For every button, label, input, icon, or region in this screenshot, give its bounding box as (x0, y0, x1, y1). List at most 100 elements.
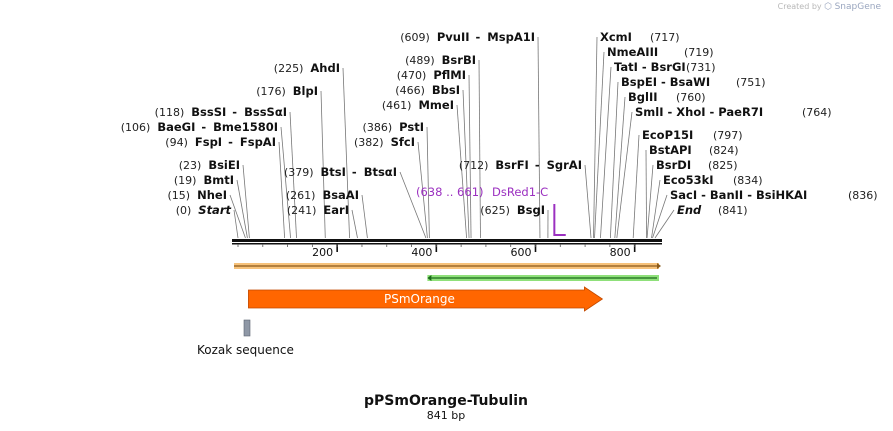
site-pvu[interactable]: (609) PvuII - MspA1I (400, 30, 535, 44)
enzyme-name[interactable]: BsrBI (442, 53, 476, 67)
site-bstap[interactable]: BstAPI (824) (649, 143, 739, 157)
site-tat[interactable]: TatI - BsrGI (731) (614, 60, 716, 74)
site-ahd[interactable]: (225) AhdI (274, 61, 340, 75)
site-position: (764) (802, 106, 832, 119)
site-ear[interactable]: (241) EarI (287, 203, 349, 217)
enzyme-name[interactable]: BsgI (517, 203, 545, 217)
enzyme-name[interactable]: BglII (628, 90, 658, 104)
site-bsrf[interactable]: (712) BsrFI - SgrAI (459, 158, 582, 172)
enzyme-name[interactable]: BspEI - BsaWI (621, 75, 710, 89)
enzyme-name[interactable]: FspAI (240, 135, 276, 149)
enzyme-separator: - (232, 105, 237, 119)
site-position: (489) (405, 54, 435, 67)
enzyme-name[interactable]: BaeGI (157, 120, 195, 134)
enzyme-name[interactable]: End (677, 203, 702, 217)
green-feature-track[interactable] (427, 275, 659, 281)
site-connector (351, 209, 358, 239)
site-bae[interactable]: (106) BaeGI - Bme1580I (121, 120, 278, 134)
site-nhe[interactable]: (15) NheI (168, 188, 227, 202)
site-labels: (0) Start (15) NheI(19) BmtI(23) BsiEI (94) Fsp… (121, 30, 878, 217)
site-sac[interactable]: SacI - BanII - BsiHKAI (836) (670, 188, 878, 202)
site-xcm[interactable]: XcmI (717) (600, 30, 680, 44)
site-bmt[interactable]: (19) BmtI (174, 173, 234, 187)
site-start[interactable]: (0) Start (176, 203, 232, 217)
enzyme-name[interactable]: BmtI (203, 173, 234, 187)
enzyme-name[interactable]: TatI - BsrGI (614, 60, 686, 74)
enzyme-name[interactable]: BtsI (321, 165, 346, 179)
site-bsrd[interactable]: BsrDI (825) (656, 158, 738, 172)
enzyme-name[interactable]: SfcI (391, 135, 415, 149)
primer-marker[interactable] (553, 204, 566, 236)
psmorange-feature-arrow[interactable] (248, 286, 604, 312)
site-blp[interactable]: (176) BlpI (256, 84, 318, 98)
site-pflm[interactable]: (470) PflMI (397, 68, 466, 82)
enzyme-name[interactable]: BsrDI (656, 158, 691, 172)
site-position: (609) (400, 31, 430, 44)
site-position: (23) (179, 159, 202, 172)
site-bgl[interactable]: BglII (760) (628, 90, 706, 104)
site-label: (176) BlpI (256, 84, 318, 98)
enzyme-name[interactable]: XcmI (600, 30, 632, 44)
site-bts[interactable]: (379) BtsI - BtsαI (284, 165, 397, 179)
enzyme-name[interactable]: NmeAIII (607, 45, 658, 59)
site-ecop[interactable]: EcoP15I (797) (642, 128, 743, 142)
site-sml[interactable]: SmlI - XhoI - PaeR7I (764) (635, 105, 832, 119)
enzyme-name[interactable]: EcoP15I (642, 128, 693, 142)
enzyme-name[interactable]: PflMI (433, 68, 466, 82)
site-position: (797) (713, 129, 743, 142)
enzyme-name[interactable]: PvuII (437, 30, 470, 44)
site-eco53[interactable]: Eco53kI (834) (663, 173, 763, 187)
enzyme-name[interactable]: SmlI - XhoI - PaeR7I (635, 105, 763, 119)
enzyme-name[interactable]: BtsαI (364, 165, 397, 179)
kozak-feature-box[interactable] (243, 319, 251, 337)
site-position: (751) (736, 76, 766, 89)
enzyme-name[interactable]: BssSI (191, 105, 226, 119)
enzyme-name[interactable]: AhdI (310, 61, 340, 75)
enzyme-name[interactable]: BstAPI (649, 143, 692, 157)
site-nme[interactable]: NmeAIII (719) (607, 45, 714, 59)
site-connector (616, 111, 633, 239)
site-bsaa[interactable]: (261) BsaAI (286, 188, 359, 202)
site-label: (470) PflMI (397, 68, 466, 82)
enzyme-name[interactable]: NheI (197, 188, 227, 202)
enzyme-name[interactable]: Bme1580I (213, 120, 278, 134)
site-connector (646, 164, 654, 239)
enzyme-name[interactable]: BsaAI (322, 188, 359, 202)
enzyme-name[interactable]: SgrAI (547, 158, 582, 172)
enzyme-name[interactable]: Start (198, 203, 231, 217)
snapgene-credit: Created by ⬡ SnapGene (778, 2, 881, 12)
map-title: pPSmOrange-Tubulin (364, 393, 528, 409)
site-sfc[interactable]: (382) SfcI (354, 135, 415, 149)
site-fsp[interactable]: (94) FspI - FspAI (165, 135, 276, 149)
site-bsrb[interactable]: (489) BsrBI (405, 53, 476, 67)
enzyme-name[interactable]: BsiEI (208, 158, 240, 172)
arrow-left-icon (427, 275, 432, 281)
site-bsg[interactable]: (625) BsgI (480, 203, 545, 217)
enzyme-name[interactable]: MspA1I (487, 30, 535, 44)
enzyme-name[interactable]: Eco53kI (663, 173, 714, 187)
site-connector (645, 149, 647, 239)
enzyme-name[interactable]: BbsI (432, 83, 460, 97)
site-bsie[interactable]: (23) BsiEI (179, 158, 240, 172)
ruler-tick-label: 400 (411, 246, 432, 259)
enzyme-separator: - (476, 30, 481, 44)
site-bss[interactable]: (118) BssSI - BssSαI (155, 105, 287, 119)
site-position: (625) (480, 204, 510, 217)
site-connectors (229, 36, 675, 239)
enzyme-name[interactable]: EarI (323, 203, 349, 217)
site-end[interactable]: End (841) (677, 203, 748, 217)
site-mme[interactable]: (461) MmeI (382, 98, 454, 112)
enzyme-name[interactable]: MmeI (418, 98, 454, 112)
orange-feature-track[interactable] (234, 263, 661, 269)
site-pst[interactable]: (386) PstI (363, 120, 424, 134)
enzyme-name[interactable]: BlpI (293, 84, 318, 98)
primer-name[interactable]: DsRed1-C (492, 185, 548, 199)
site-bspe[interactable]: BspEI - BsaWI (751) (621, 75, 766, 89)
enzyme-name[interactable]: BssSαI (244, 105, 287, 119)
site-connector (361, 194, 368, 239)
enzyme-name[interactable]: BsrFI (495, 158, 528, 172)
site-bbs[interactable]: (466) BbsI (395, 83, 460, 97)
enzyme-name[interactable]: SacI - BanII - BsiHKAI (670, 188, 807, 202)
enzyme-name[interactable]: FspI (195, 135, 222, 149)
enzyme-name[interactable]: PstI (399, 120, 424, 134)
